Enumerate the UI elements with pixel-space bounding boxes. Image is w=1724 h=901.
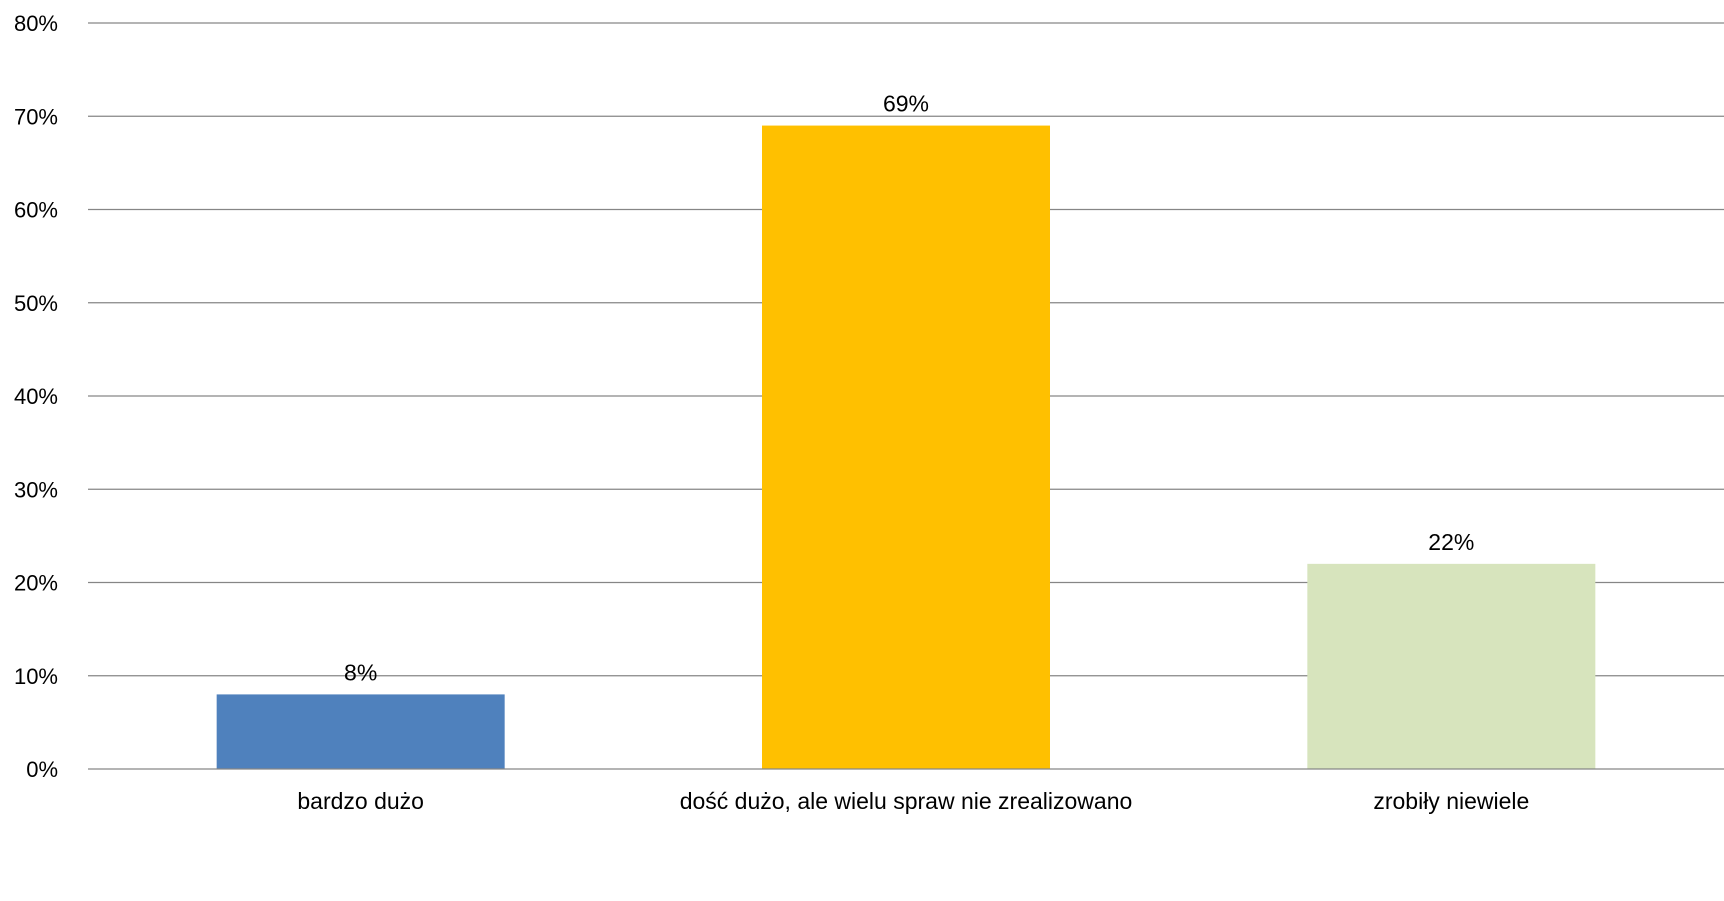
y-tick-label: 30% <box>14 477 58 502</box>
category-label: dość dużo, ale wielu spraw nie zrealizow… <box>680 788 1133 814</box>
y-tick-label: 80% <box>14 11 58 36</box>
y-tick-label: 20% <box>14 571 58 596</box>
y-tick-label: 10% <box>14 664 58 689</box>
category-label: bardzo dużo <box>297 788 424 814</box>
y-tick-label: 50% <box>14 291 58 316</box>
data-label: 69% <box>883 91 929 117</box>
y-tick-label: 40% <box>14 384 58 409</box>
data-label: 22% <box>1428 529 1474 555</box>
bar <box>216 694 505 769</box>
bar <box>1307 563 1596 769</box>
bar <box>762 125 1050 769</box>
bars <box>216 125 1596 769</box>
data-label: 8% <box>344 659 377 685</box>
y-axis-tick-labels: 0% 10% 20% 30% 40% 50% 60% 70% 80% <box>14 11 58 782</box>
y-tick-label: 60% <box>14 198 58 223</box>
category-label: zrobiły niewiele <box>1373 788 1529 814</box>
category-labels: bardzo dużo dość dużo, ale wielu spraw ni… <box>297 788 1529 814</box>
y-tick-label: 70% <box>14 104 58 129</box>
data-labels: 8% 69% 22% <box>344 91 1474 686</box>
y-tick-label: 0% <box>26 757 58 782</box>
